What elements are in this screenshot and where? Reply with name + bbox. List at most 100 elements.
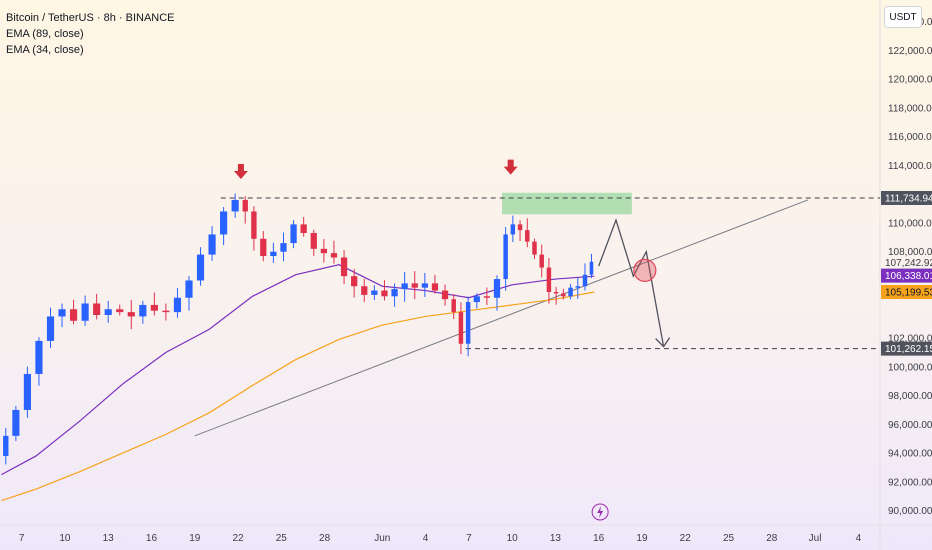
x-tick-label: Jul bbox=[809, 533, 822, 544]
candle-body bbox=[69, 309, 78, 321]
x-tick-label: 4 bbox=[423, 533, 429, 544]
price-label-bg bbox=[881, 284, 932, 299]
x-tick-label: 13 bbox=[550, 533, 562, 544]
y-tick-label: 122,000.00 bbox=[888, 46, 932, 57]
candle-body bbox=[351, 276, 358, 287]
candle-body bbox=[517, 224, 523, 231]
candle-body bbox=[431, 283, 439, 291]
x-tick-label: 16 bbox=[593, 533, 605, 544]
candle-body bbox=[150, 304, 158, 311]
y-tick-label: 114,000.00 bbox=[888, 161, 932, 172]
candle-body bbox=[251, 211, 257, 239]
candle-body bbox=[320, 248, 327, 254]
price-label-bg bbox=[881, 341, 932, 356]
candle-body bbox=[473, 296, 480, 303]
x-tick-label: 19 bbox=[636, 533, 648, 544]
candle-body bbox=[421, 283, 428, 288]
x-tick-label: 7 bbox=[466, 533, 472, 544]
candle-body bbox=[290, 224, 297, 244]
candle-body bbox=[220, 211, 228, 235]
candle-body bbox=[231, 199, 239, 212]
price-label-bg bbox=[881, 190, 932, 205]
y-tick-label: 108,000.00 bbox=[888, 247, 932, 258]
candle-body bbox=[483, 296, 491, 298]
candle-body bbox=[510, 224, 516, 235]
candle-body bbox=[371, 290, 378, 295]
x-tick-label: Jun bbox=[374, 533, 390, 544]
price-label-ema34: 106,338.01 bbox=[885, 271, 932, 282]
candle-body bbox=[310, 233, 317, 249]
lightning-icon-glyph bbox=[597, 506, 604, 518]
x-tick-label: 22 bbox=[232, 533, 244, 544]
x-tick-label: 10 bbox=[59, 533, 71, 544]
ema89-line bbox=[1, 291, 595, 502]
candle-body bbox=[139, 304, 147, 317]
chart-legend: Bitcoin / TetherUS · 8h · BINANCE EMA (8… bbox=[6, 10, 175, 58]
candle-body bbox=[127, 312, 135, 317]
y-tick-label: 92,000.00 bbox=[888, 477, 932, 488]
top-marker-right bbox=[503, 159, 518, 175]
currency-badge[interactable]: USDT bbox=[884, 6, 922, 28]
x-tick-label: 28 bbox=[766, 533, 778, 544]
candle-body bbox=[173, 297, 182, 313]
candle-body bbox=[539, 254, 544, 268]
candle-body bbox=[493, 279, 501, 298]
candle-body bbox=[35, 340, 43, 374]
candle-body bbox=[196, 254, 205, 281]
x-tick-label: 16 bbox=[146, 533, 158, 544]
y-tick-label: 96,000.00 bbox=[888, 420, 932, 431]
projection-arrowhead bbox=[655, 337, 671, 348]
projection-path bbox=[598, 218, 665, 347]
x-tick-label: 19 bbox=[189, 533, 201, 544]
candle-body bbox=[185, 280, 193, 298]
price-label-support: 101,262.15 bbox=[885, 344, 932, 355]
candle-body bbox=[575, 286, 581, 288]
breakdown-circle bbox=[633, 258, 657, 283]
candle-body bbox=[441, 290, 449, 300]
candle-body bbox=[280, 243, 287, 252]
candle-body bbox=[260, 238, 267, 257]
y-tick-label: 90,000.00 bbox=[888, 506, 932, 517]
candle-body bbox=[46, 316, 55, 341]
x-tick-label: 10 bbox=[507, 533, 519, 544]
top-marker-left bbox=[233, 163, 248, 179]
x-tick-label: 22 bbox=[680, 533, 692, 544]
candle-body bbox=[58, 309, 66, 317]
candle-body bbox=[568, 287, 573, 297]
candle-body bbox=[93, 303, 101, 315]
candle-body bbox=[361, 286, 368, 295]
candle-body bbox=[546, 267, 552, 292]
resistance-zone bbox=[502, 192, 632, 215]
candle-body bbox=[525, 230, 530, 242]
candle-body bbox=[589, 261, 594, 275]
candle-body bbox=[401, 283, 408, 290]
candle-body bbox=[561, 293, 566, 297]
candle-body bbox=[208, 234, 216, 255]
candle-body bbox=[582, 274, 588, 287]
candle-body bbox=[391, 289, 398, 297]
price-label-last: 107,242.92 bbox=[885, 258, 932, 269]
candle-body bbox=[458, 312, 464, 344]
x-tick-label: 7 bbox=[19, 533, 25, 544]
legend-title: Bitcoin / TetherUS · 8h · BINANCE bbox=[6, 12, 175, 24]
candle-body bbox=[503, 234, 508, 280]
x-tick-label: 25 bbox=[723, 533, 735, 544]
legend-ema89: EMA (89, close) bbox=[6, 28, 84, 40]
y-tick-label: 110,000.00 bbox=[888, 218, 932, 229]
price-label-bg bbox=[881, 268, 932, 283]
y-tick-label: 94,000.00 bbox=[888, 449, 932, 460]
x-tick-label: 25 bbox=[276, 533, 288, 544]
candle-body bbox=[300, 224, 307, 234]
candle-body bbox=[23, 373, 31, 410]
x-tick-label: 13 bbox=[103, 533, 115, 544]
candle-body bbox=[116, 309, 124, 313]
lightning-icon bbox=[591, 503, 609, 521]
trendline bbox=[194, 199, 809, 437]
x-tick-label: 28 bbox=[319, 533, 331, 544]
candle-body bbox=[162, 310, 170, 313]
candle-body bbox=[411, 283, 418, 288]
legend-ema34: EMA (34, close) bbox=[6, 44, 84, 56]
candle-body bbox=[330, 253, 338, 258]
